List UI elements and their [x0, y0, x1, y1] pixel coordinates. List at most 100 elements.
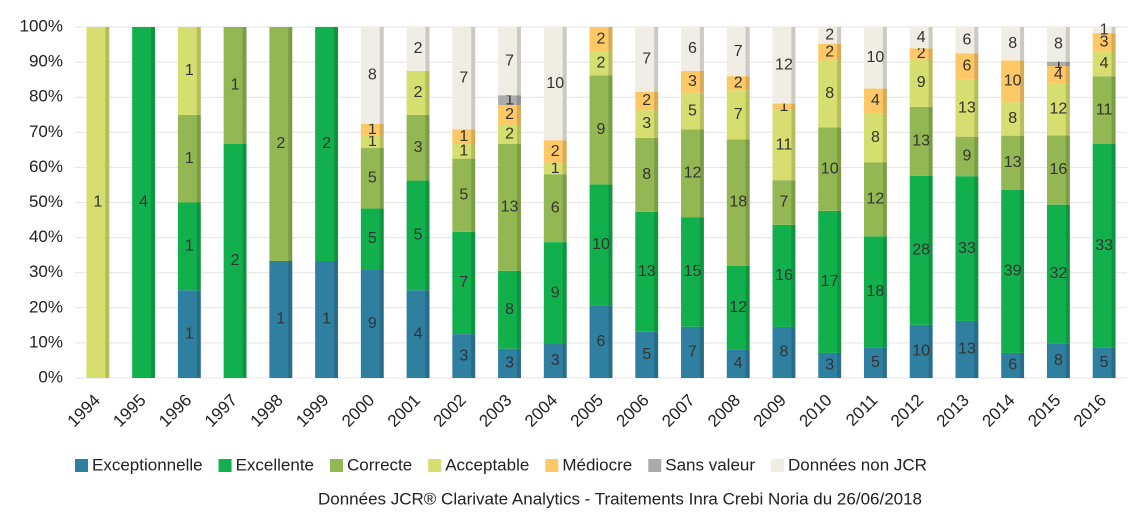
data-label: 3: [688, 73, 697, 90]
x-tick-label: 2010: [796, 391, 836, 431]
bar-segment: [681, 217, 704, 327]
bar-side: [471, 27, 476, 130]
bar-segment: [772, 224, 796, 327]
data-label: 1: [185, 238, 194, 255]
bar-segment: [543, 140, 567, 163]
bar-segment: [1001, 352, 1025, 378]
bar-segment: [315, 27, 338, 261]
bar-side: [1065, 27, 1070, 62]
data-label: 5: [871, 354, 880, 371]
bar-side: [974, 176, 979, 321]
data-label: 4: [139, 194, 148, 211]
bar-side: [1065, 135, 1070, 205]
data-label: 5: [414, 227, 423, 244]
bar-side: [379, 208, 384, 270]
bar-side: [1065, 204, 1070, 344]
data-label: 9: [551, 284, 560, 301]
data-label: 8: [780, 344, 789, 361]
bar-side: [1020, 102, 1025, 136]
bar-side: [928, 27, 933, 49]
x-tick-label: 2014: [978, 391, 1018, 431]
bar-segment: [543, 27, 567, 141]
legend-label: Sans valeur: [665, 455, 755, 474]
bar-side: [882, 27, 887, 89]
bar-side: [837, 127, 842, 211]
bar-side: [654, 137, 659, 212]
bar-segment: [864, 162, 887, 237]
bar-segment: [452, 129, 476, 144]
data-label: 2: [231, 252, 240, 269]
bar-segment: [360, 27, 384, 124]
data-label: 17: [821, 273, 839, 290]
bar-segment: [177, 27, 201, 115]
data-label: 9: [368, 315, 377, 332]
legend-swatch: [330, 459, 344, 472]
data-label: 1: [185, 150, 194, 167]
bar-side: [196, 202, 201, 291]
legend-swatch: [545, 459, 559, 472]
data-label: 10: [867, 49, 885, 66]
y-tick-label: 30%: [29, 262, 63, 281]
data-label: 8: [1008, 110, 1017, 127]
legend-label: Médiocre: [562, 455, 632, 474]
bar-side: [608, 75, 613, 185]
bar-segment: [498, 270, 521, 349]
bar-side: [745, 265, 750, 350]
bar-segment: [818, 43, 842, 61]
bar-segment: [223, 27, 247, 144]
bar-segment: [269, 27, 293, 261]
bar-segment: [86, 27, 110, 378]
bar-side: [608, 184, 613, 306]
bar-segment: [909, 324, 933, 378]
bar-segment: [360, 123, 384, 136]
bar-segment: [1046, 343, 1070, 378]
bar-side: [1020, 27, 1025, 61]
bar-side: [379, 135, 384, 149]
y-tick-label: 20%: [29, 297, 63, 316]
bar-side: [562, 162, 567, 175]
bar-side: [837, 27, 842, 44]
bar-side: [334, 261, 338, 378]
bar-segment: [360, 135, 384, 149]
bar-segment: [681, 326, 704, 378]
y-tick-label: 0%: [38, 367, 63, 386]
bar-segment: [726, 139, 750, 266]
data-label: 4: [1054, 66, 1063, 83]
data-label: 4: [917, 29, 926, 46]
y-tick-label: 60%: [29, 157, 63, 176]
bar-side: [1111, 347, 1116, 378]
bar-side: [471, 129, 476, 144]
bar-side: [837, 352, 842, 378]
bar-side: [791, 103, 796, 110]
bar-side: [928, 48, 933, 59]
bar-segment: [818, 210, 842, 353]
data-label: 1: [185, 62, 194, 79]
bar-segment: [955, 136, 979, 177]
bar-side: [1065, 66, 1070, 84]
x-tick-label: 2011: [842, 391, 881, 430]
legend-label: Exceptionnelle: [92, 455, 203, 474]
bar-side: [608, 51, 613, 76]
legend-label: Correcte: [347, 455, 412, 474]
bar-side: [1111, 51, 1116, 77]
x-tick-label: 2006: [613, 391, 653, 431]
data-label: 3: [505, 355, 514, 372]
data-label: 1: [551, 160, 560, 177]
bar-side: [471, 158, 476, 232]
data-label: 3: [459, 347, 468, 364]
data-label: 12: [867, 191, 885, 208]
bar-segment: [1092, 76, 1116, 144]
bar-segment: [589, 51, 613, 76]
data-label: 13: [958, 99, 976, 116]
bar-side: [882, 347, 887, 378]
data-label: 10: [912, 343, 930, 360]
bar-side: [1111, 144, 1116, 348]
bar-side: [1111, 27, 1116, 34]
data-label: 16: [1049, 161, 1067, 178]
bar-segment: [909, 58, 933, 107]
data-label: 2: [597, 55, 606, 72]
bar-segment: [955, 27, 979, 54]
y-tick-label: 50%: [29, 192, 63, 211]
data-label: 2: [825, 43, 834, 60]
bar-segment: [864, 347, 887, 378]
